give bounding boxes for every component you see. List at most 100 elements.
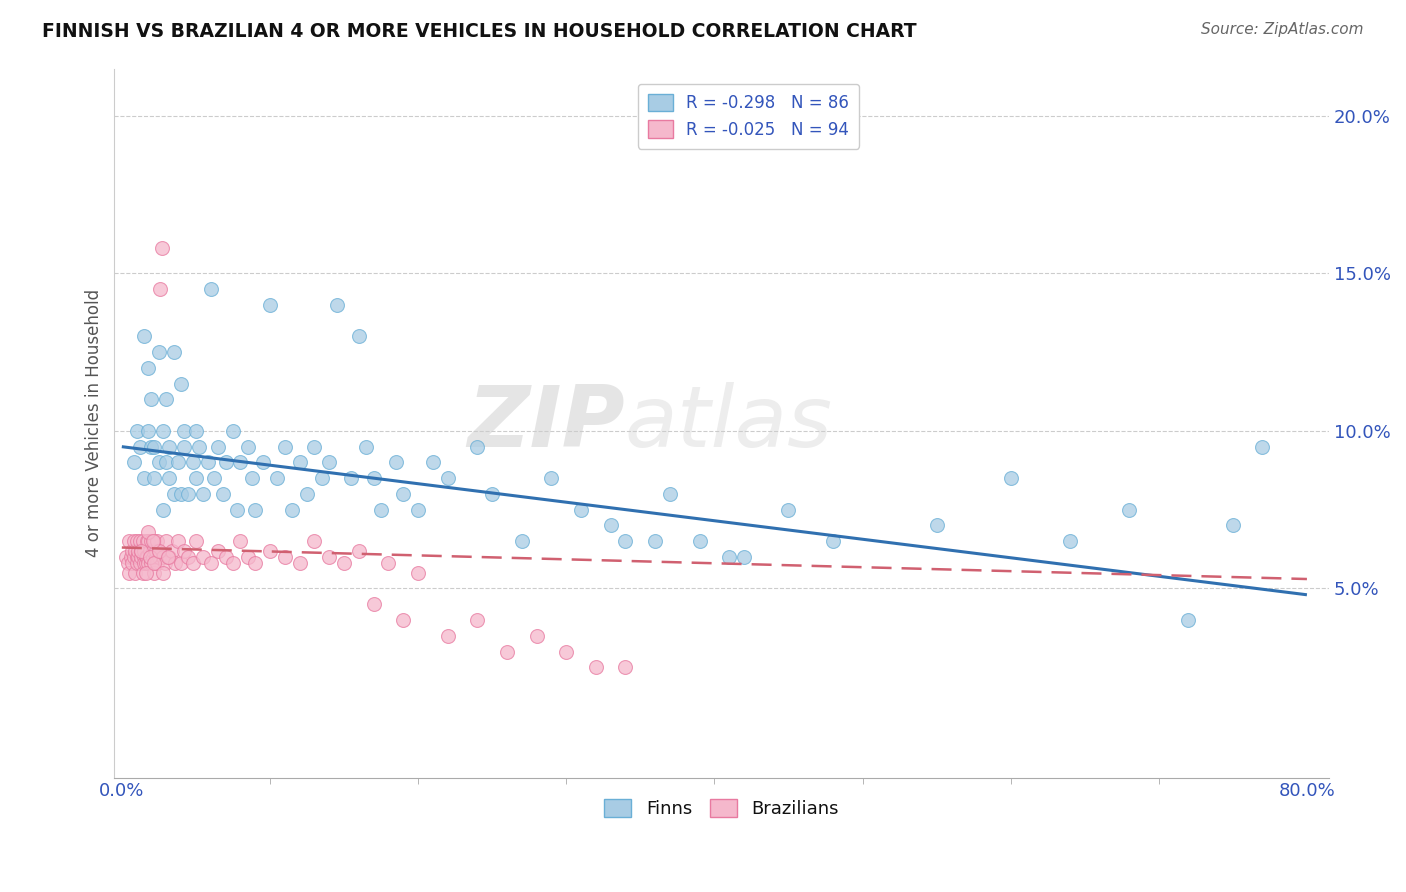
Point: [163, 487, 186, 501]
Point: [163, 345, 186, 359]
Point: [124, 543, 146, 558]
Text: FINNISH VS BRAZILIAN 4 OR MORE VEHICLES IN HOUSEHOLD CORRELATION CHART: FINNISH VS BRAZILIAN 4 OR MORE VEHICLES …: [42, 22, 917, 41]
Point: [149, 282, 172, 296]
Point: [392, 487, 415, 501]
Point: [281, 502, 304, 516]
Point: [128, 440, 150, 454]
Point: [132, 549, 155, 564]
Y-axis label: 4 or more Vehicles in Household: 4 or more Vehicles in Household: [86, 289, 103, 558]
Point: [240, 471, 263, 485]
Point: [148, 543, 170, 558]
Point: [644, 534, 666, 549]
Point: [436, 629, 458, 643]
Point: [125, 549, 148, 564]
Text: atlas: atlas: [624, 382, 832, 465]
Point: [160, 543, 183, 558]
Point: [146, 556, 169, 570]
Text: ZIP: ZIP: [467, 382, 624, 465]
Point: [318, 455, 340, 469]
Point: [377, 556, 399, 570]
Point: [202, 471, 225, 485]
Point: [236, 549, 259, 564]
Point: [142, 534, 165, 549]
Point: [122, 549, 145, 564]
Point: [614, 534, 637, 549]
Point: [658, 487, 681, 501]
Point: [370, 502, 392, 516]
Point: [173, 440, 195, 454]
Point: [142, 549, 165, 564]
Point: [197, 455, 219, 469]
Point: [157, 549, 180, 564]
Point: [134, 556, 156, 570]
Point: [259, 298, 281, 312]
Point: [141, 392, 163, 407]
Point: [129, 543, 152, 558]
Point: [132, 329, 155, 343]
Point: [152, 549, 174, 564]
Point: [481, 487, 503, 501]
Point: [115, 549, 138, 564]
Point: [138, 524, 160, 539]
Point: [139, 549, 162, 564]
Point: [318, 549, 340, 564]
Point: [157, 440, 180, 454]
Point: [467, 440, 489, 454]
Point: [139, 549, 162, 564]
Point: [173, 543, 195, 558]
Point: [152, 502, 174, 516]
Point: [510, 534, 533, 549]
Point: [585, 660, 607, 674]
Point: [170, 487, 193, 501]
Point: [266, 471, 288, 485]
Point: [925, 518, 948, 533]
Point: [1177, 613, 1199, 627]
Point: [167, 534, 190, 549]
Point: [177, 549, 200, 564]
Point: [155, 534, 177, 549]
Point: [733, 549, 755, 564]
Point: [148, 455, 170, 469]
Point: [121, 556, 143, 570]
Point: [131, 534, 153, 549]
Point: [304, 440, 326, 454]
Point: [1222, 518, 1244, 533]
Point: [569, 502, 592, 516]
Point: [132, 471, 155, 485]
Point: [340, 471, 363, 485]
Point: [347, 329, 370, 343]
Point: [181, 556, 204, 570]
Point: [274, 440, 297, 454]
Point: [125, 534, 148, 549]
Point: [170, 556, 193, 570]
Point: [187, 440, 209, 454]
Point: [122, 455, 145, 469]
Point: [555, 644, 578, 658]
Point: [200, 282, 222, 296]
Point: [181, 455, 204, 469]
Point: [200, 556, 222, 570]
Point: [207, 543, 229, 558]
Point: [496, 644, 519, 658]
Point: [152, 424, 174, 438]
Point: [177, 487, 200, 501]
Point: [150, 241, 173, 255]
Point: [136, 549, 159, 564]
Point: [127, 549, 149, 564]
Point: [422, 455, 444, 469]
Point: [143, 471, 166, 485]
Point: [184, 471, 207, 485]
Point: [193, 487, 215, 501]
Point: [128, 534, 150, 549]
Point: [184, 534, 207, 549]
Point: [155, 455, 177, 469]
Point: [143, 556, 166, 570]
Point: [214, 549, 236, 564]
Point: [288, 556, 311, 570]
Point: [526, 629, 548, 643]
Point: [127, 543, 149, 558]
Point: [167, 455, 190, 469]
Point: [128, 556, 150, 570]
Point: [236, 440, 259, 454]
Point: [1251, 440, 1274, 454]
